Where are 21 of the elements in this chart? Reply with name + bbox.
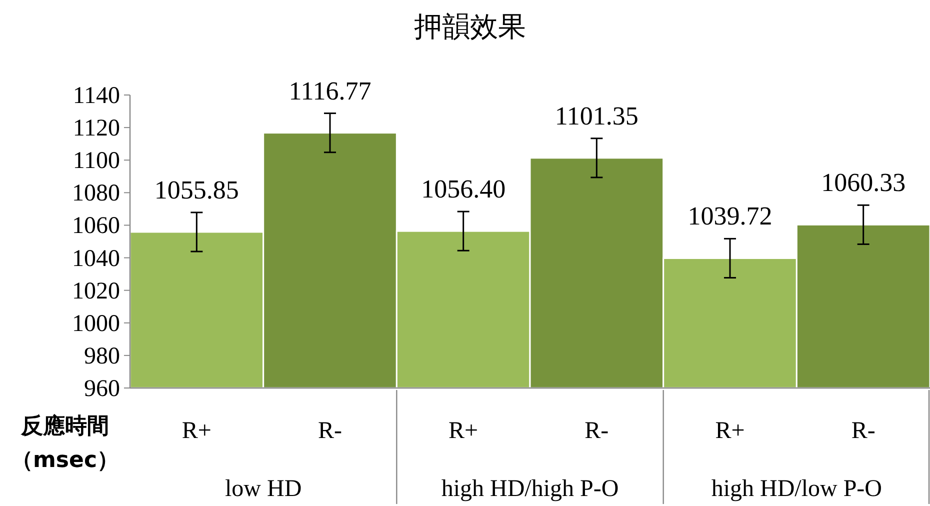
y-tick-label: 980 (84, 343, 120, 370)
title: 押韻效果 (414, 12, 526, 43)
x-tick-label: R- (851, 418, 876, 444)
y-tick-label: 960 (84, 376, 120, 402)
y-tick-label: 1080 (72, 180, 120, 207)
y-tick-label: 1040 (72, 246, 120, 272)
y-tick-label: 1100 (72, 148, 120, 174)
x-tick-label: R+ (182, 418, 212, 444)
y-tick-label: 1140 (72, 83, 120, 109)
text: low HD (224, 476, 302, 502)
y-tick-label: 1060 (72, 213, 120, 240)
y-tick-label: 1120 (72, 116, 120, 142)
text: high HD/low P-O (711, 476, 882, 502)
x-tick-label: R- (584, 418, 609, 444)
y-tick-label: 1020 (72, 278, 120, 304)
x-tick-label: R+ (448, 418, 478, 444)
text: high HD/high P-O (441, 476, 619, 502)
x-tick-label: R+ (715, 418, 745, 444)
x-tick-label: R- (318, 418, 342, 444)
ylabel: 反應時間（msec） (10, 413, 120, 475)
y-tick-label: 1000 (72, 310, 120, 337)
